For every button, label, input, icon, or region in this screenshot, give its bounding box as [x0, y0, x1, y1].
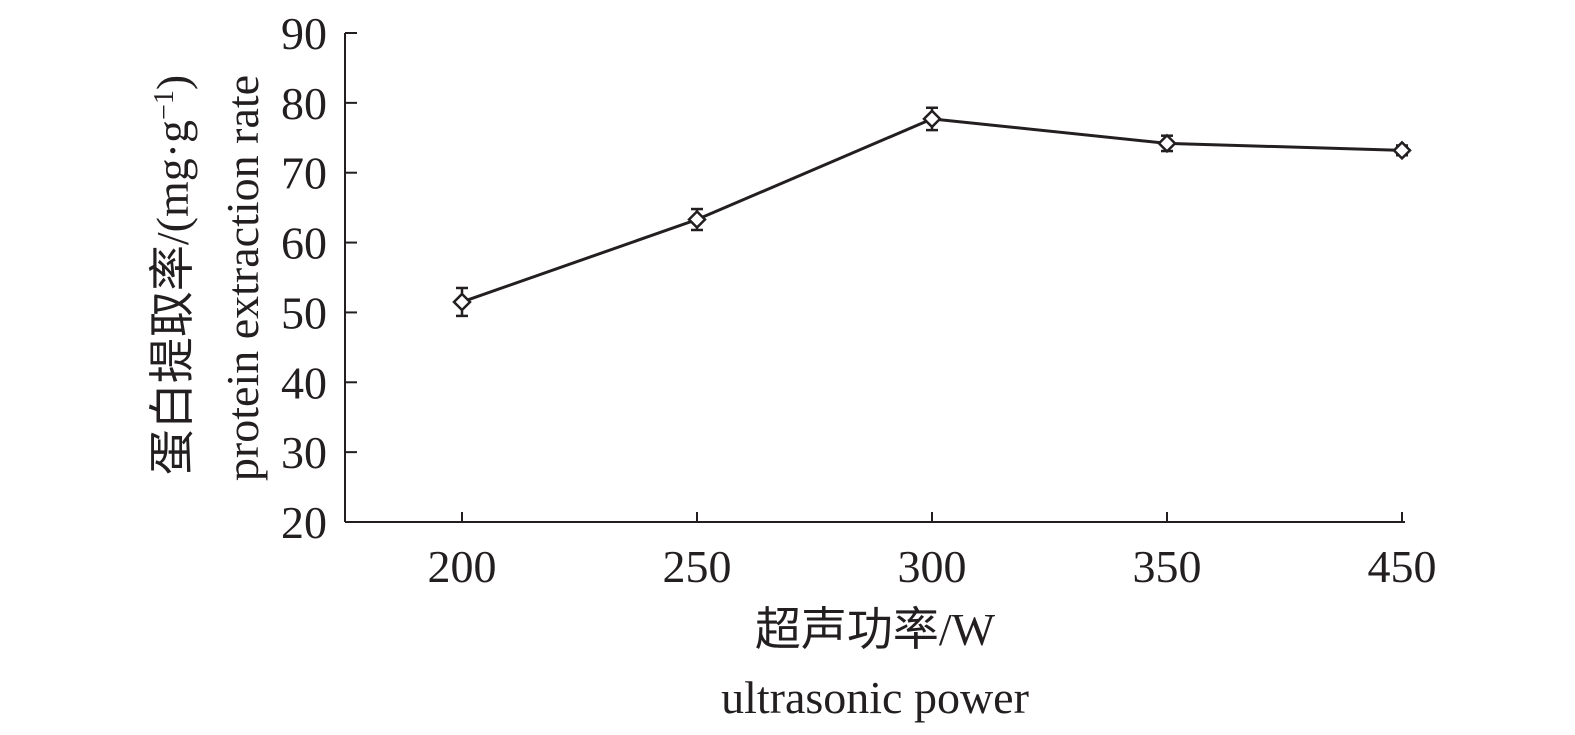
y-axis-title-en: protein extraction rate: [217, 75, 268, 481]
y-tick-label: 70: [281, 148, 327, 199]
y-tick-label: 50: [281, 287, 327, 338]
x-axis-title-cn: 超声功率/W: [755, 604, 996, 655]
x-tick-label: 300: [898, 541, 967, 592]
x-tick-label: 200: [428, 541, 497, 592]
y-axis-title-cn-prefix: 蛋白提取率/(mg·g: [147, 120, 198, 475]
y-axis-title-cn-suffix: ): [147, 75, 198, 90]
x-tick-label: 350: [1133, 541, 1202, 592]
x-axis-title-en: ultrasonic power: [721, 672, 1029, 723]
y-tick-label: 60: [281, 218, 327, 269]
y-tick-label: 90: [281, 8, 327, 59]
plot-area: 20 30 40 50 60 70 80 90 200 250 300 350 450: [281, 8, 1437, 592]
y-tick-label: 40: [281, 357, 327, 408]
y-axis-title-superscript: −1: [149, 90, 180, 120]
data-point-marker: [1157, 133, 1177, 154]
y-axis-title-cn: 蛋白提取率/(mg·g−1): [147, 75, 198, 475]
data-point-marker: [1392, 140, 1412, 161]
y-tick-label: 20: [281, 497, 327, 548]
series-line: [461, 117, 1403, 304]
data-point-marker: [922, 109, 942, 129]
x-tick-label: 450: [1368, 541, 1437, 592]
data-point-marker: [452, 292, 472, 312]
x-tick-label: 250: [663, 541, 732, 592]
y-tick-label: 80: [281, 78, 327, 129]
data-point-marker: [687, 209, 707, 230]
y-tick-label: 30: [281, 427, 327, 478]
